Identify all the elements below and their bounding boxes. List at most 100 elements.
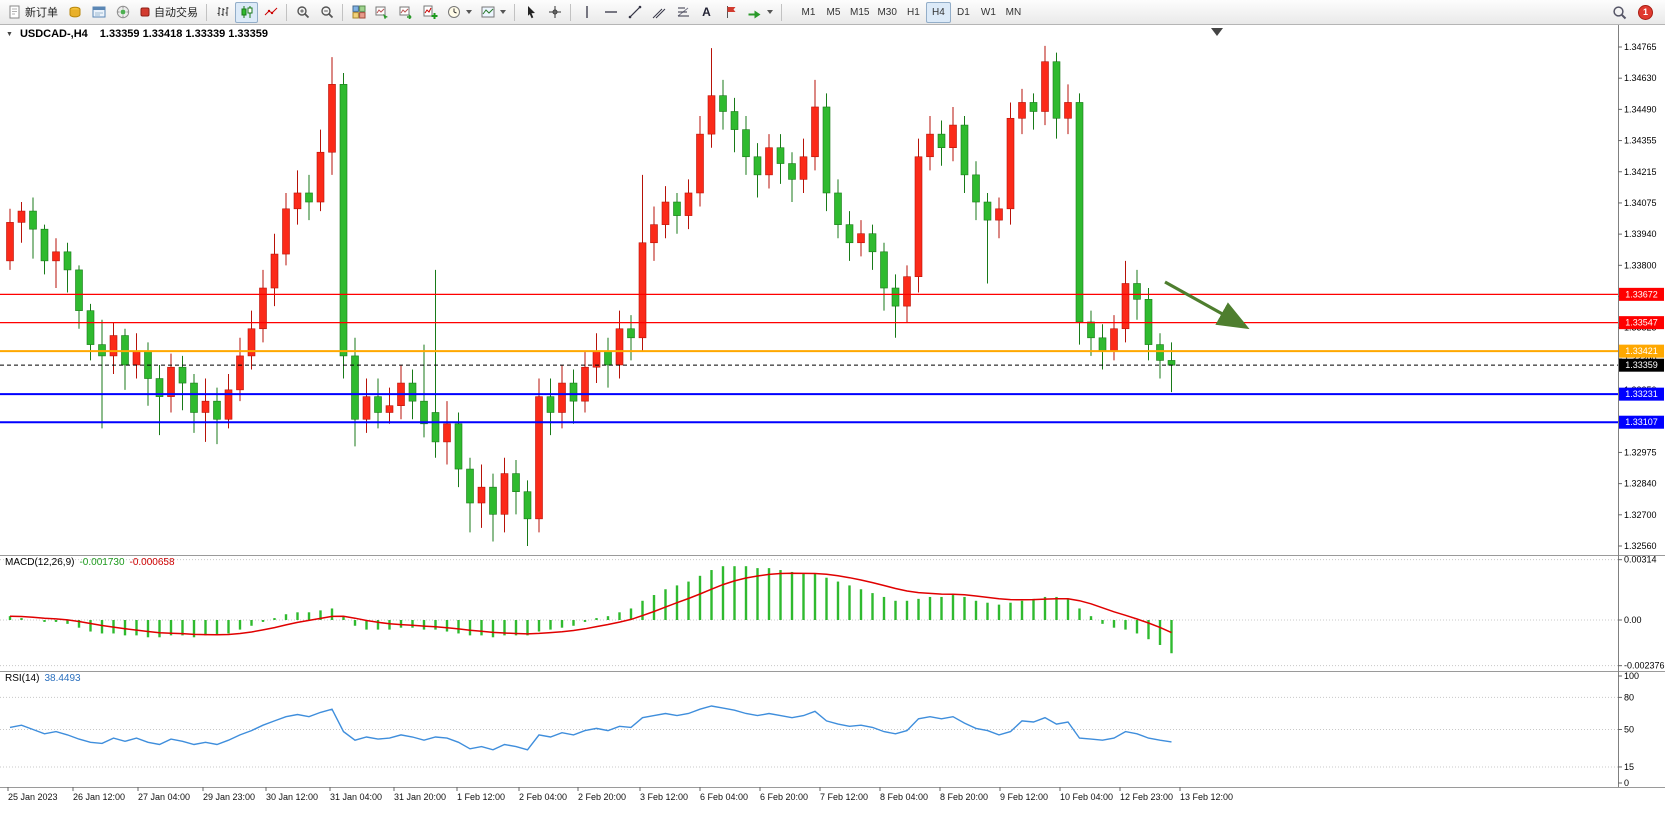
periods-icon bbox=[447, 5, 461, 19]
label-tool-button[interactable] bbox=[719, 2, 742, 23]
timeframe-h4-button[interactable]: H4 bbox=[925, 1, 951, 23]
autotrade-label: 自动交易 bbox=[154, 7, 198, 19]
shapes-icon bbox=[747, 5, 762, 19]
line-chart-button[interactable] bbox=[259, 2, 282, 23]
timeframe-group: M1 M5 M15 M30 H1 H4 D1 W1 MN bbox=[796, 1, 1026, 23]
rsi-panel[interactable]: 100 80 50 15 0 bbox=[0, 671, 1639, 788]
fibonacci-button[interactable] bbox=[671, 2, 694, 23]
chart-title: ▼ USDCAD-,H4 1.33359 1.33418 1.33339 1.3… bbox=[6, 28, 268, 40]
data-window-button[interactable] bbox=[87, 2, 110, 23]
templates-button[interactable] bbox=[477, 2, 510, 23]
text-tool-icon: A bbox=[702, 5, 711, 19]
rsi-indicator-label: RSI(14) 38.4493 bbox=[5, 673, 81, 684]
shapes-button[interactable] bbox=[743, 2, 777, 23]
auto-scroll-button[interactable] bbox=[371, 2, 394, 23]
price-level-badge bbox=[1619, 344, 1664, 358]
timeframe-h1-button[interactable]: H1 bbox=[901, 2, 926, 23]
timeframe-d1-button[interactable]: D1 bbox=[951, 2, 976, 23]
rsi-value: 38.4493 bbox=[44, 673, 81, 684]
auto-scroll-icon bbox=[375, 5, 390, 19]
svg-text:1.33421: 1.33421 bbox=[1625, 346, 1658, 356]
svg-text:1.32840: 1.32840 bbox=[1624, 479, 1657, 489]
crosshair-icon bbox=[548, 5, 562, 19]
indicators-button[interactable] bbox=[419, 2, 442, 23]
svg-text:13 Feb 12:00: 13 Feb 12:00 bbox=[1180, 792, 1233, 802]
timeframe-m15-button[interactable]: M15 bbox=[846, 2, 873, 23]
navigator-icon bbox=[116, 5, 130, 19]
periods-button[interactable] bbox=[443, 2, 476, 23]
fibonacci-icon bbox=[676, 5, 690, 19]
bars-chart-icon bbox=[216, 5, 230, 19]
crosshair-button[interactable] bbox=[543, 2, 566, 23]
cursor-icon bbox=[524, 5, 538, 19]
autotrade-icon bbox=[139, 6, 151, 18]
timeframe-m1-button[interactable]: M1 bbox=[796, 2, 821, 23]
trend-arrow-annotation[interactable] bbox=[1164, 280, 1250, 330]
price-level-badge bbox=[1619, 316, 1664, 330]
search-icon bbox=[1612, 5, 1627, 20]
timeframe-m5-button[interactable]: M5 bbox=[821, 2, 846, 23]
timeframe-mn-button[interactable]: MN bbox=[1001, 2, 1026, 23]
timeframe-m30-button[interactable]: M30 bbox=[873, 2, 900, 23]
svg-text:1.32560: 1.32560 bbox=[1624, 541, 1657, 551]
trendline-button[interactable] bbox=[623, 2, 646, 23]
chart-window: 1.34765 1.34630 1.34490 1.34355 1.34215 1.340… bbox=[0, 25, 1665, 836]
macd-name: MACD(12,26,9) bbox=[5, 557, 75, 568]
svg-text:8 Feb 20:00: 8 Feb 20:00 bbox=[940, 792, 988, 802]
text-tool-button[interactable]: A bbox=[695, 2, 718, 23]
candles-chart-button[interactable] bbox=[235, 1, 258, 23]
bars-chart-button[interactable] bbox=[211, 2, 234, 23]
svg-text:1.33359: 1.33359 bbox=[1625, 360, 1658, 370]
autotrade-button[interactable]: 自动交易 bbox=[135, 2, 202, 23]
search-button[interactable] bbox=[1608, 2, 1631, 23]
svg-text:12 Feb 23:00: 12 Feb 23:00 bbox=[1120, 792, 1173, 802]
chart-shift-button[interactable] bbox=[395, 2, 418, 23]
chart-shift-marker[interactable] bbox=[1211, 28, 1223, 36]
svg-text:31 Jan 20:00: 31 Jan 20:00 bbox=[394, 792, 446, 802]
svg-text:15: 15 bbox=[1624, 762, 1634, 772]
timeframe-w1-button[interactable]: W1 bbox=[976, 2, 1001, 23]
new-order-label: 新订单 bbox=[25, 7, 58, 19]
candles-layer[interactable] bbox=[6, 45, 1176, 546]
notification-badge[interactable]: 1 bbox=[1638, 4, 1653, 20]
navigator-button[interactable] bbox=[111, 2, 134, 23]
channel-icon bbox=[652, 5, 666, 19]
svg-text:1 Feb 12:00: 1 Feb 12:00 bbox=[457, 792, 505, 802]
chevron-down-icon bbox=[466, 10, 472, 14]
svg-text:-0.002376: -0.002376 bbox=[1624, 661, 1665, 671]
svg-text:80: 80 bbox=[1624, 692, 1634, 702]
templates-icon bbox=[481, 5, 495, 19]
svg-text:100: 100 bbox=[1624, 671, 1639, 681]
rsi-name: RSI(14) bbox=[5, 673, 40, 684]
svg-text:1.34630: 1.34630 bbox=[1624, 73, 1657, 83]
level-lines[interactable]: 1.33672 1.33547 1.33421 1.33231 1.33107 1.333… bbox=[0, 287, 1664, 429]
svg-text:2 Feb 20:00: 2 Feb 20:00 bbox=[578, 792, 626, 802]
horizontal-line-button[interactable] bbox=[599, 2, 622, 23]
svg-text:31 Jan 04:00: 31 Jan 04:00 bbox=[330, 792, 382, 802]
macd-signal-line bbox=[9, 572, 1172, 636]
symbol-dropdown-icon[interactable]: ▼ bbox=[6, 30, 13, 38]
svg-text:0.00314: 0.00314 bbox=[1624, 555, 1657, 565]
vertical-line-icon bbox=[580, 5, 594, 19]
current-price-badge bbox=[1619, 358, 1664, 372]
macd-panel[interactable]: 0.00314 0.00 -0.002376 bbox=[0, 555, 1665, 671]
data-window-icon bbox=[92, 5, 106, 19]
svg-text:25 Jan 2023: 25 Jan 2023 bbox=[8, 792, 58, 802]
new-order-icon bbox=[8, 5, 22, 19]
symbol-period-label: USDCAD-,H4 bbox=[19, 28, 88, 40]
new-order-button[interactable]: 新订单 bbox=[4, 2, 62, 23]
price-level-badge bbox=[1619, 387, 1664, 401]
svg-text:2 Feb 04:00: 2 Feb 04:00 bbox=[519, 792, 567, 802]
svg-text:9 Feb 12:00: 9 Feb 12:00 bbox=[1000, 792, 1048, 802]
cursor-button[interactable] bbox=[519, 2, 542, 23]
zoom-out-button[interactable] bbox=[315, 2, 338, 23]
zoom-in-button[interactable] bbox=[291, 2, 314, 23]
tile-windows-button[interactable] bbox=[347, 2, 370, 23]
time-axis[interactable]: 25 Jan 2023 26 Jan 12:00 27 Jan 04:00 29 Ja… bbox=[7, 787, 1233, 802]
chart-canvas[interactable]: 1.34765 1.34630 1.34490 1.34355 1.34215 1.340… bbox=[0, 25, 1665, 836]
market-watch-button[interactable] bbox=[63, 2, 86, 23]
svg-text:29 Jan 23:00: 29 Jan 23:00 bbox=[203, 792, 255, 802]
vertical-line-button[interactable] bbox=[575, 2, 598, 23]
channel-button[interactable] bbox=[647, 2, 670, 23]
panel-separators[interactable] bbox=[0, 555, 1665, 788]
